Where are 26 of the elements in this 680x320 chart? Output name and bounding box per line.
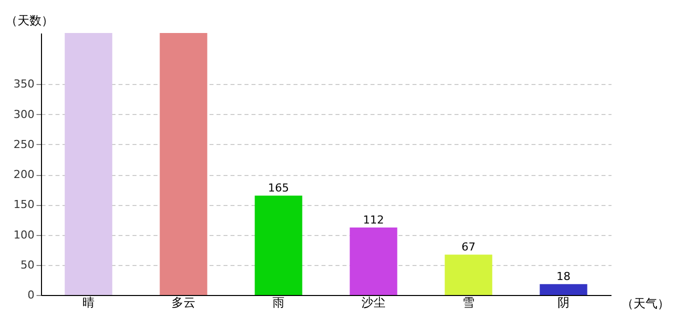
y-axis-title: （天数） bbox=[6, 14, 54, 28]
y-tick-label: 50 bbox=[20, 258, 34, 272]
bar bbox=[160, 33, 208, 295]
data-label: 112 bbox=[363, 214, 384, 227]
y-tick-label: 350 bbox=[14, 78, 34, 91]
data-label: 18 bbox=[556, 270, 570, 284]
y-tick-label: 200 bbox=[14, 168, 34, 182]
x-tick-label: 多云 bbox=[172, 296, 196, 310]
bar bbox=[540, 284, 588, 295]
bar bbox=[350, 228, 398, 295]
y-tick-label: 250 bbox=[14, 138, 34, 151]
y-tick-label: 150 bbox=[14, 198, 34, 212]
y-tick-label: 0 bbox=[28, 288, 34, 302]
bar bbox=[444, 254, 492, 295]
y-tick-label: 300 bbox=[14, 108, 34, 121]
x-tick-label: 雨 bbox=[272, 296, 284, 310]
data-label: 67 bbox=[462, 240, 476, 254]
x-tick-label: 沙尘 bbox=[362, 296, 386, 310]
data-label: 165 bbox=[268, 182, 289, 195]
y-tick-label: 100 bbox=[14, 228, 34, 242]
x-tick-label: 雪 bbox=[462, 296, 474, 310]
bar bbox=[254, 196, 302, 295]
x-tick-label: 阴 bbox=[558, 296, 570, 310]
x-axis-title: （天气） bbox=[622, 296, 670, 310]
x-tick-label: 晴 bbox=[82, 296, 94, 310]
bar bbox=[64, 33, 112, 295]
